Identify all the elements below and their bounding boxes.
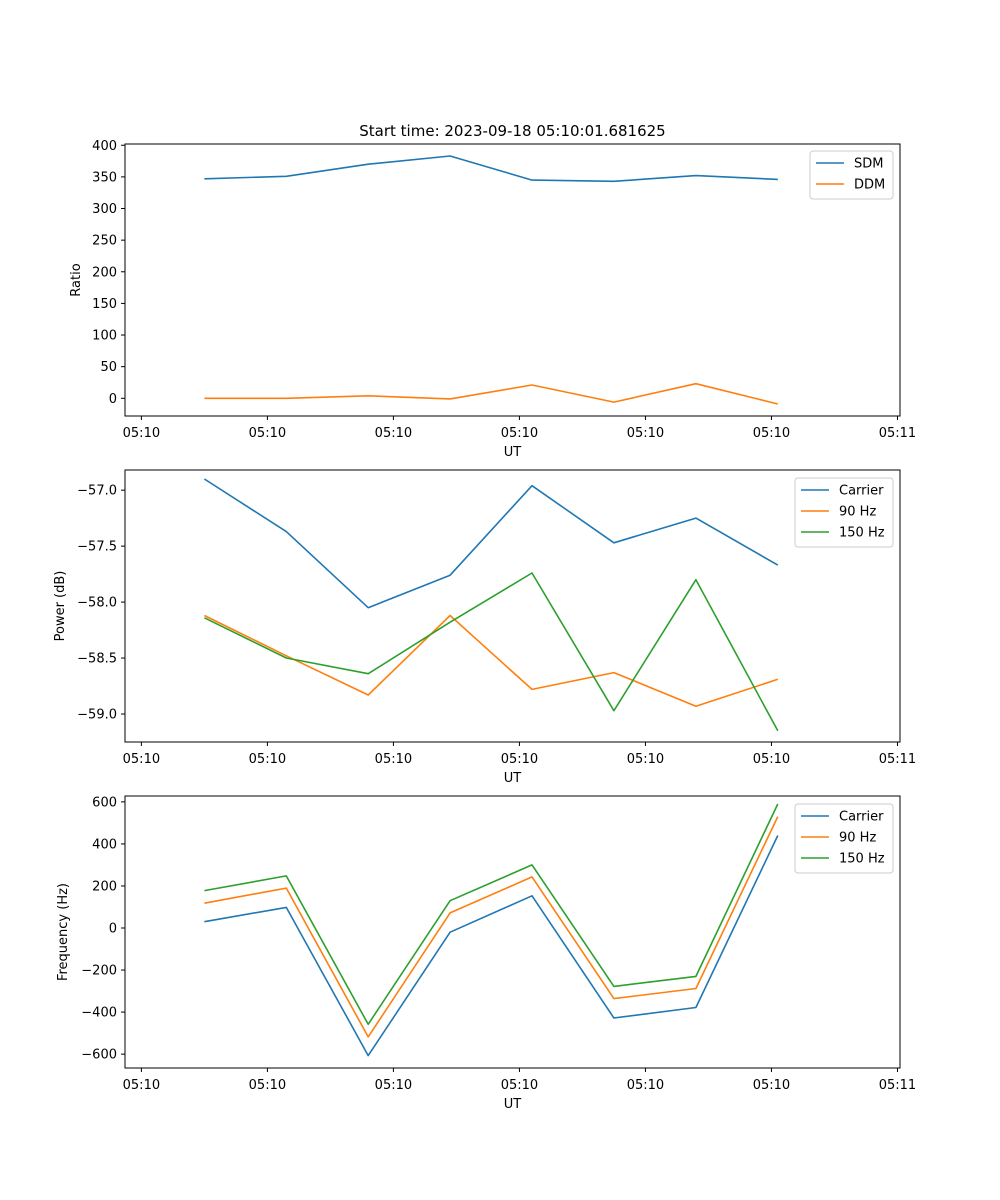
legend-label: SDM bbox=[854, 157, 883, 172]
y-axis-label: Ratio bbox=[69, 263, 84, 296]
series-line-90-hz bbox=[204, 614, 779, 708]
y-tick-label: 300 bbox=[92, 202, 117, 217]
legend-box bbox=[794, 803, 894, 874]
x-tick-label: 05:10 bbox=[249, 752, 286, 767]
y-tick-label: −58.0 bbox=[77, 596, 117, 611]
x-tick-label: 05:10 bbox=[627, 1078, 664, 1093]
series-line-150-hz bbox=[204, 803, 779, 1026]
x-tick-label: 05:10 bbox=[123, 752, 160, 767]
axes-frame bbox=[124, 795, 901, 1069]
x-tick-label: 05:10 bbox=[123, 426, 160, 441]
y-axis-label: Power (dB) bbox=[53, 571, 68, 642]
legend-label: 90 Hz bbox=[839, 831, 876, 846]
x-axis-label: UT bbox=[504, 445, 522, 460]
subplot-1: 0 50 100 150 200 250 300 350 400 05:10 05:10 05:10 0… bbox=[69, 139, 916, 460]
x-tick-label: 05:10 bbox=[501, 752, 538, 767]
x-axis-label: UT bbox=[504, 1097, 522, 1112]
x-tick-label: 05:10 bbox=[375, 1078, 412, 1093]
series-line-150-hz bbox=[204, 572, 779, 732]
subplot-2: −59.0 −58.5 −58.0 −57.5 −57.0 05:10 05:10 05:10… bbox=[53, 469, 916, 786]
x-tick-label: 05:10 bbox=[627, 426, 664, 441]
x-tick-label: 05:10 bbox=[375, 752, 412, 767]
axes-frame bbox=[124, 469, 901, 743]
legend: SDM DDM bbox=[809, 150, 894, 200]
series-line-ddm bbox=[204, 382, 778, 405]
y-tick-label: 600 bbox=[92, 795, 117, 810]
legend-label: 90 Hz bbox=[839, 505, 876, 520]
x-tick-label: 05:10 bbox=[753, 752, 790, 767]
x-tick-label: 05:10 bbox=[249, 1078, 286, 1093]
legend-label: 150 Hz bbox=[839, 526, 885, 541]
y-tick-label: −400 bbox=[81, 1006, 117, 1021]
y-tick-label: 50 bbox=[100, 360, 117, 375]
figure-title: Start time: 2023-09-18 05:10:01.681625 bbox=[359, 122, 665, 140]
legend: Carrier 90 Hz 150 Hz bbox=[794, 477, 894, 548]
legend-label: DDM bbox=[854, 178, 885, 193]
x-tick-label: 05:10 bbox=[753, 426, 790, 441]
x-tick-label: 05:10 bbox=[501, 1078, 538, 1093]
y-tick-label: 100 bbox=[92, 329, 117, 344]
y-tick-label: 0 bbox=[109, 392, 117, 407]
subplot-3: −600 −400 −200 0 200 400 600 05:10 05:10 05:10 05:… bbox=[56, 795, 916, 1112]
y-tick-label: −600 bbox=[81, 1048, 117, 1063]
y-tick-label: 250 bbox=[92, 234, 117, 249]
x-tick-label: 05:10 bbox=[753, 1078, 790, 1093]
y-tick-label: 200 bbox=[92, 265, 117, 280]
series-line-carrier bbox=[204, 835, 779, 1057]
y-tick-label: −200 bbox=[81, 964, 117, 979]
x-tick-label: 05:11 bbox=[879, 426, 916, 441]
x-tick-label: 05:11 bbox=[879, 1078, 916, 1093]
legend-label: Carrier bbox=[839, 810, 884, 825]
series-line-sdm bbox=[204, 155, 778, 183]
y-tick-label: 350 bbox=[92, 170, 117, 185]
y-tick-label: 0 bbox=[109, 922, 117, 937]
x-tick-label: 05:10 bbox=[501, 426, 538, 441]
series-line-carrier bbox=[203, 478, 779, 609]
y-tick-label: −58.5 bbox=[77, 652, 117, 667]
series-line-90-hz bbox=[204, 816, 779, 1038]
y-tick-label: −57.5 bbox=[77, 540, 117, 555]
x-tick-label: 05:10 bbox=[627, 752, 664, 767]
y-axis-label: Frequency (Hz) bbox=[56, 883, 71, 981]
y-tick-label: −57.0 bbox=[77, 484, 117, 499]
x-tick-label: 05:10 bbox=[249, 426, 286, 441]
y-tick-label: 200 bbox=[92, 879, 117, 894]
y-tick-label: 400 bbox=[92, 139, 117, 154]
y-tick-label: −59.0 bbox=[77, 708, 117, 723]
x-tick-label: 05:10 bbox=[375, 426, 412, 441]
x-tick-label: 05:10 bbox=[123, 1078, 160, 1093]
legend: Carrier 90 Hz 150 Hz bbox=[794, 803, 894, 874]
legend-label: Carrier bbox=[839, 484, 884, 499]
x-axis-label: UT bbox=[504, 771, 522, 786]
axes-frame bbox=[124, 143, 901, 417]
y-tick-label: 400 bbox=[92, 837, 117, 852]
legend-box bbox=[794, 477, 894, 548]
legend-label: 150 Hz bbox=[839, 852, 885, 867]
y-tick-label: 150 bbox=[92, 297, 117, 312]
x-tick-label: 05:11 bbox=[879, 752, 916, 767]
